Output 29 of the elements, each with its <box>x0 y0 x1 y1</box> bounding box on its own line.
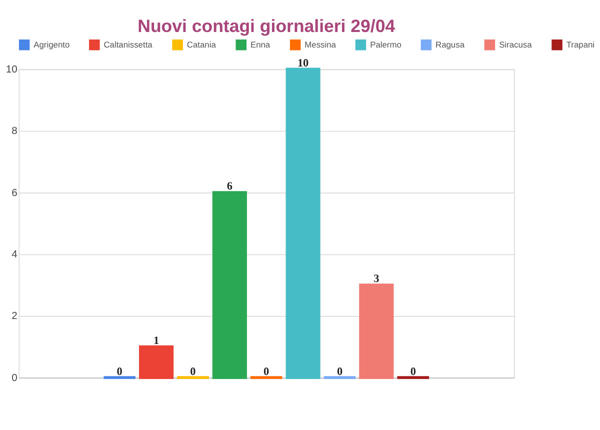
y-tick-label: 0 <box>12 372 18 384</box>
data-label: 0 <box>190 366 196 378</box>
data-label: 10 <box>297 57 310 70</box>
bar <box>212 191 247 379</box>
legend-label: Trapani <box>566 40 595 50</box>
legend-label: Messina <box>304 40 336 50</box>
legend-label: Catania <box>186 40 216 50</box>
data-label: 3 <box>374 273 380 286</box>
bar <box>286 68 320 379</box>
legend-label: Agrigento <box>34 40 70 50</box>
bar <box>359 284 394 379</box>
legend-label: Enna <box>250 40 270 50</box>
data-label: 0 <box>410 366 416 378</box>
y-tick-label: 8 <box>12 126 18 138</box>
y-tick-label: 10 <box>6 64 18 76</box>
y-tick-label: 6 <box>12 188 18 199</box>
data-label: 6 <box>226 180 233 193</box>
legend-label: Ragusa <box>436 40 465 50</box>
data-label: 0 <box>116 366 123 378</box>
legend-label: Caltanissetta <box>104 40 153 50</box>
chart-title: Nuovi contagi giornalieri 29/04 <box>138 16 396 36</box>
bar <box>138 345 174 379</box>
data-label: 1 <box>153 334 160 347</box>
legend-label: Siracusa <box>499 40 532 50</box>
y-tick-label: 2 <box>12 311 18 322</box>
legend-label: Palermo <box>370 40 402 50</box>
y-tick-label: 4 <box>12 249 18 260</box>
data-label: 0 <box>336 366 343 378</box>
data-label: 0 <box>264 366 270 378</box>
